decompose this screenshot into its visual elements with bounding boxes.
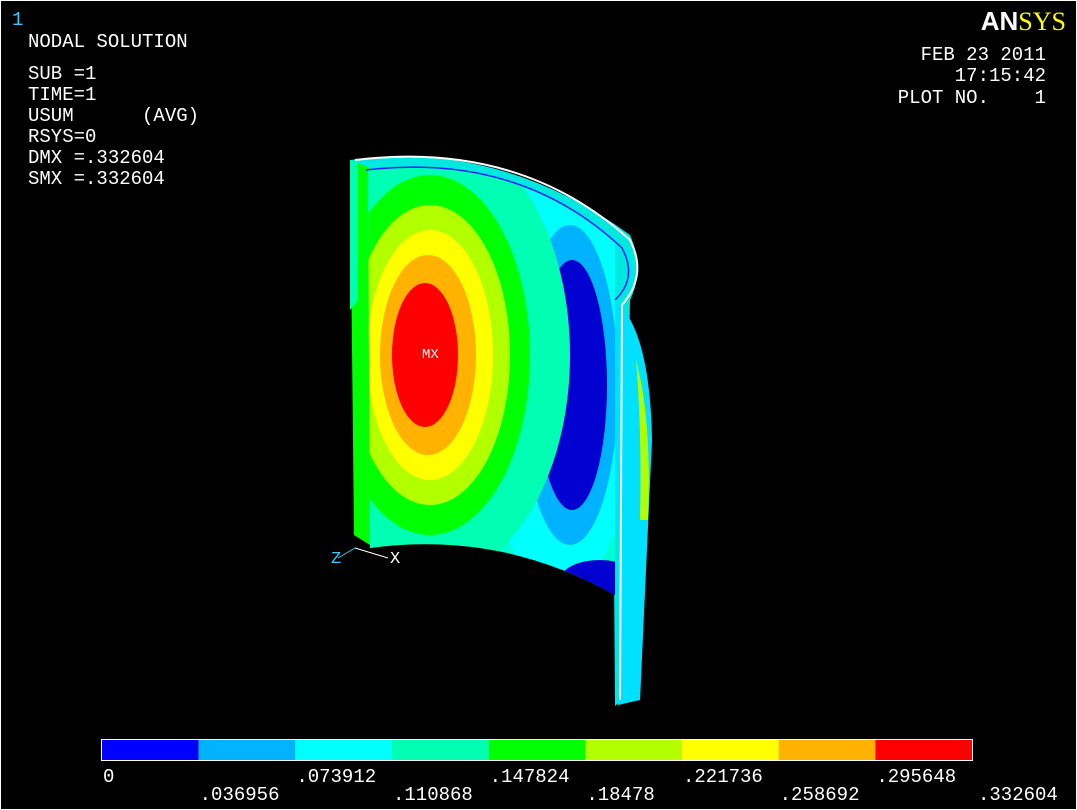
legend-swatch	[488, 740, 586, 760]
info-line: TIME=1	[28, 84, 96, 106]
contour	[392, 283, 458, 427]
legend-swatch	[392, 740, 489, 760]
date: FEB 23 2011	[921, 44, 1046, 66]
logo-part: SYS	[1018, 7, 1066, 36]
plot-number: PLOT NO. 1	[898, 87, 1046, 109]
legend-label: .221736	[683, 766, 763, 788]
info-block: NODAL SOLUTION SUB =1 TIME=1 USUM (AVG) …	[28, 31, 199, 190]
info-line: SUB =1	[28, 63, 96, 85]
legend-swatch	[585, 740, 682, 760]
legend-label: .295648	[876, 766, 956, 788]
time: 17:15:42	[955, 65, 1046, 87]
triad-label: Z	[331, 550, 341, 569]
legend-label: .110868	[393, 784, 473, 806]
legend-swatch	[295, 740, 392, 760]
model: MX Z X	[331, 155, 652, 707]
legend-label: .332604	[978, 784, 1058, 806]
max-label: MX	[422, 347, 439, 363]
triad-axis	[337, 547, 356, 559]
rim	[354, 155, 639, 701]
logo: ANSYS	[981, 6, 1066, 36]
triad-label: X	[390, 550, 400, 569]
legend-label: .073912	[296, 766, 376, 788]
legend-label: .147824	[490, 766, 570, 788]
info-line: USUM (AVG)	[28, 105, 199, 127]
info-line: DMX =.332604	[28, 147, 165, 169]
triad-axis	[354, 547, 389, 559]
legend-swatch	[875, 740, 972, 760]
legend-label: .036956	[200, 784, 280, 806]
legend: 0 .036956 .073912 .110868 .147824 .18478 .2217…	[101, 739, 1058, 806]
legend-swatch	[198, 740, 296, 760]
legend-label: .18478	[586, 784, 654, 806]
legend-swatch	[682, 740, 779, 760]
legend-label: 0	[103, 766, 114, 788]
contours	[368, 166, 615, 595]
left-strip-contour	[350, 160, 358, 310]
legend-swatch	[778, 740, 876, 760]
logo-part: AN	[981, 6, 1019, 36]
rim-inner	[365, 166, 630, 301]
info-line: SMX =.332604	[28, 168, 165, 190]
legend-label: .258692	[780, 784, 860, 806]
legend-swatch	[102, 740, 199, 760]
info-line: RSYS=0	[28, 126, 96, 148]
shell-contour	[636, 360, 649, 520]
window-number: 1	[12, 9, 23, 31]
info-line: NODAL SOLUTION	[28, 31, 188, 53]
